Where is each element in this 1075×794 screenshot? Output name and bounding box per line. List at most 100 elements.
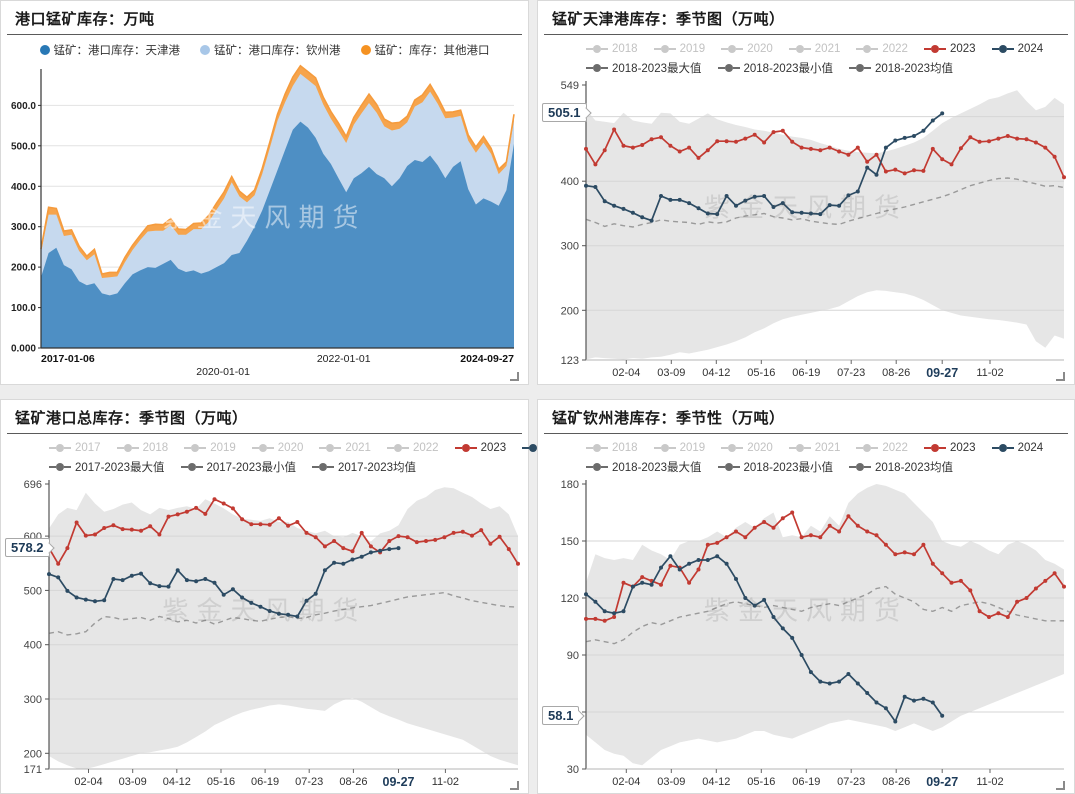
svg-text:600.0: 600.0 xyxy=(11,101,36,112)
svg-text:30: 30 xyxy=(567,764,579,776)
legend-item-2018-2023[interactable]: 2018-2023均值 xyxy=(849,459,953,475)
svg-text:400.0: 400.0 xyxy=(11,182,36,193)
resize-handle[interactable] xyxy=(510,372,519,381)
svg-text:07-23: 07-23 xyxy=(837,367,865,379)
legend-item-2019[interactable]: 2019 xyxy=(184,442,236,454)
svg-text:08-26: 08-26 xyxy=(882,776,910,788)
legend-item-2018-2023[interactable]: 2018-2023均值 xyxy=(849,60,953,76)
legend-item-2022[interactable]: 2022 xyxy=(856,442,908,454)
chart-area[interactable]: 69660050040030020017102-0403-0904-1205-1… xyxy=(3,476,526,793)
legend-label: 2019 xyxy=(210,441,236,454)
legend-label: 2018 xyxy=(142,441,169,454)
legend-item-2023[interactable]: 2023 xyxy=(454,441,507,454)
series-color-dot xyxy=(360,45,371,55)
legend-item-2017-2023[interactable]: 2017-2023最大值 xyxy=(49,459,165,475)
legend-item-2024[interactable]: 2024 xyxy=(991,43,1043,55)
title-divider xyxy=(544,433,1068,434)
legend-label: 锰矿：港口库存：天津港 xyxy=(53,45,181,57)
legend-item-2021[interactable]: 2021 xyxy=(788,42,841,55)
legend-item-2017[interactable]: 2017 xyxy=(49,442,101,454)
line-dot-marker-icon xyxy=(717,63,740,72)
svg-text:2022-01-01: 2022-01-01 xyxy=(317,353,371,365)
line-dot-marker-icon xyxy=(653,44,676,53)
svg-text:200.0: 200.0 xyxy=(11,263,36,274)
legend-item-2018[interactable]: 2018 xyxy=(586,43,638,55)
line-dot-marker-icon xyxy=(49,443,71,452)
chart-area[interactable]: 54950040030020012302-0403-0904-1205-1606… xyxy=(540,77,1072,384)
chart-legend: 锰矿：港口库存：天津港 锰矿：港口库存：钦州港 锰矿：库存：其他港口 xyxy=(1,35,528,61)
legend-item-2023[interactable]: 2023 xyxy=(923,441,976,454)
legend-item-2018[interactable]: 2018 xyxy=(586,442,638,454)
svg-text:11-02: 11-02 xyxy=(976,776,1003,788)
legend-item-2020[interactable]: 2020 xyxy=(721,442,773,454)
legend-item-2017-2023[interactable]: 2017-2023均值 xyxy=(312,459,416,475)
line-dot-marker-icon xyxy=(923,443,946,452)
line-dot-marker-icon xyxy=(312,462,334,471)
svg-text:2017-01-06: 2017-01-06 xyxy=(41,353,95,365)
line-dot-marker-icon xyxy=(319,443,342,452)
panel-total-port-seasonal: 锰矿港口总库存：季节图（万吨） 2017 2018 2019 2020 2021 2022… xyxy=(0,399,574,794)
legend-item-2019[interactable]: 2019 xyxy=(653,43,705,55)
svg-text:300.0: 300.0 xyxy=(11,222,36,233)
svg-text:04-12: 04-12 xyxy=(702,776,730,788)
legend-label: 2023 xyxy=(480,441,507,454)
legend-item-2018[interactable]: 2018 xyxy=(116,441,169,454)
legend-item-[interactable]: 锰矿：港口库存：钦州港 xyxy=(200,42,341,58)
legend-item-2017-2023[interactable]: 2017-2023最小值 xyxy=(180,459,296,475)
svg-text:05-16: 05-16 xyxy=(747,776,775,788)
legend-item-2022[interactable]: 2022 xyxy=(386,442,439,454)
resize-handle[interactable] xyxy=(1056,372,1065,381)
legend-item-2022[interactable]: 2022 xyxy=(856,43,908,55)
line-dot-marker-icon xyxy=(849,63,871,72)
svg-text:09-27: 09-27 xyxy=(383,775,415,789)
legend-label: 2023 xyxy=(949,42,976,55)
svg-text:07-23: 07-23 xyxy=(837,776,865,788)
panel-qinzhou-seasonal: 锰矿钦州港库存：季节性（万吨） 2018 2019 2020 2021 2022 2023… xyxy=(537,399,1075,794)
legend-item-2023[interactable]: 2023 xyxy=(923,42,976,55)
legend-item-2020[interactable]: 2020 xyxy=(251,441,304,454)
svg-text:171: 171 xyxy=(24,764,42,776)
legend-row: 2018-2023最大值 2018-2023最小值 2018-2023均值 xyxy=(586,58,1074,77)
svg-text:400: 400 xyxy=(561,176,579,188)
svg-text:02-04: 02-04 xyxy=(612,367,640,379)
legend-item-2021[interactable]: 2021 xyxy=(319,442,371,454)
legend-item-2020[interactable]: 2020 xyxy=(721,43,773,55)
legend-item-2019[interactable]: 2019 xyxy=(653,442,705,454)
line-dot-marker-icon xyxy=(717,462,740,471)
legend-item-2018-2023[interactable]: 2018-2023最小值 xyxy=(717,459,833,475)
legend-label: 2021 xyxy=(814,42,841,55)
svg-text:11-02: 11-02 xyxy=(976,367,1003,379)
line-dot-marker-icon xyxy=(116,443,139,452)
legend-label: 2021 xyxy=(345,441,371,454)
svg-text:400: 400 xyxy=(24,640,42,652)
chart-area[interactable]: 0.000 100.0 200.0 300.0 400.0 500.0 600.0 2017-… xyxy=(3,61,526,384)
legend-label: 2018 xyxy=(612,441,638,454)
panel-title: 锰矿港口总库存：季节图（万吨） xyxy=(15,410,248,427)
legend-item-2018-2023[interactable]: 2018-2023最大值 xyxy=(586,459,702,475)
legend-item-2021[interactable]: 2021 xyxy=(788,442,840,454)
legend-label: 2024 xyxy=(1017,441,1044,454)
legend-item-[interactable]: 锰矿：库存：其他港口 xyxy=(360,42,490,58)
svg-text:90: 90 xyxy=(567,650,579,662)
legend-item-2018-2023[interactable]: 2018-2023最大值 xyxy=(586,60,702,76)
svg-text:696: 696 xyxy=(24,479,42,491)
panel-port-inventory-history: 港口锰矿库存：万吨 锰矿：港口库存：天津港 锰矿：港口库存：钦州港 锰矿：库存：其他… xyxy=(0,0,529,385)
svg-text:03-09: 03-09 xyxy=(657,776,685,788)
legend-item-[interactable]: 锰矿：港口库存：天津港 xyxy=(39,42,181,58)
chart-area[interactable]: 18015012090603002-0403-0904-1205-1606-19… xyxy=(540,476,1072,793)
legend-row: 20172018201920202021202220232024 xyxy=(49,438,574,457)
legend-label: 2018-2023最大值 xyxy=(612,461,702,474)
svg-text:08-26: 08-26 xyxy=(882,367,910,379)
resize-handle[interactable] xyxy=(510,781,519,790)
legend-label: 2018-2023均值 xyxy=(875,62,953,75)
legend-label: 2023 xyxy=(949,441,976,454)
line-dot-marker-icon xyxy=(788,44,811,53)
legend-label: 2022 xyxy=(882,42,908,55)
legend-label: 2020 xyxy=(277,441,304,454)
legend-item-2024[interactable]: 2024 xyxy=(991,441,1044,454)
svg-text:150: 150 xyxy=(561,536,579,548)
svg-text:500: 500 xyxy=(24,585,42,597)
resize-handle[interactable] xyxy=(1056,781,1065,790)
svg-text:08-26: 08-26 xyxy=(339,776,367,788)
legend-item-2018-2023[interactable]: 2018-2023最小值 xyxy=(717,60,833,76)
